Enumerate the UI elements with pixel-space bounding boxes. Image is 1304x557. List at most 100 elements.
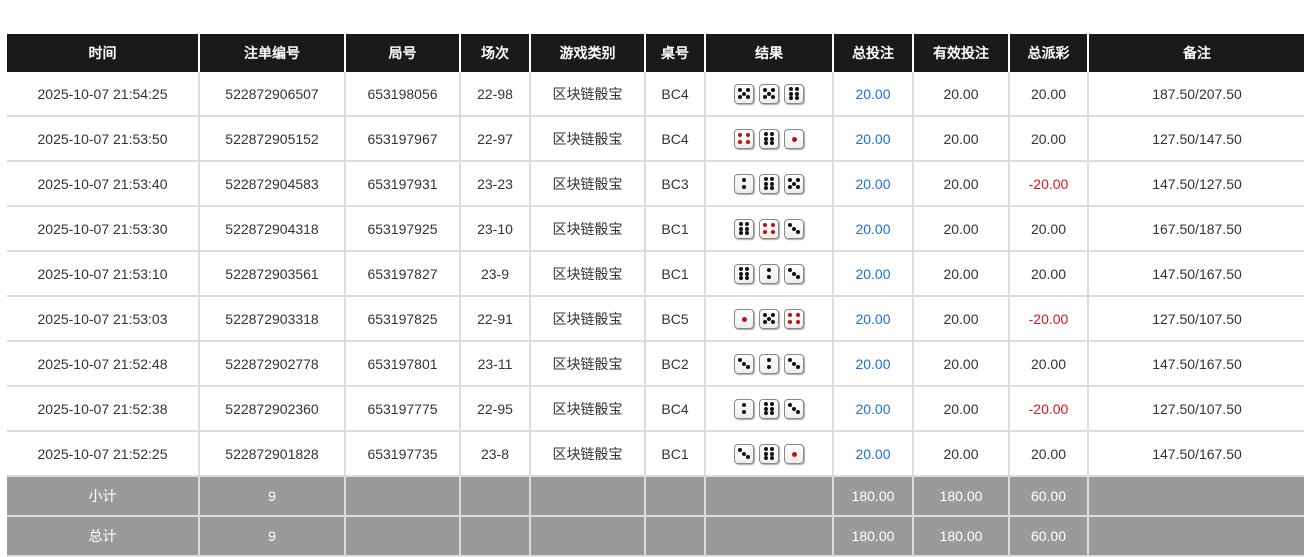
- bet-id-cell: 522872905152: [199, 116, 346, 162]
- empty-cell: [705, 516, 834, 557]
- valid-bet-cell: 20.00: [913, 431, 1010, 477]
- bet-id-cell: 522872903318: [199, 296, 346, 342]
- table-row[interactable]: 2025-10-07 21:52:25 522872901828 653197735…: [7, 431, 1304, 477]
- valid-bet-cell: 20.00: [913, 206, 1010, 252]
- dice-4-icon: [759, 218, 779, 239]
- result-cell: [705, 341, 834, 387]
- empty-cell: [530, 516, 646, 557]
- session-cell: 22-91: [460, 296, 531, 342]
- round-cell: 653198056: [345, 72, 461, 117]
- dice-3-icon: [784, 263, 804, 284]
- session-cell: 23-23: [460, 161, 531, 207]
- empty-cell: [645, 516, 706, 557]
- summary-valid-bet: 180.00: [913, 516, 1010, 557]
- table-row[interactable]: 2025-10-07 21:53:03 522872903318 653197825…: [7, 296, 1304, 342]
- dice-result: [734, 128, 804, 149]
- valid-bet-cell: 20.00: [913, 161, 1010, 207]
- remark-cell: 187.50/207.50: [1088, 72, 1304, 117]
- game-type-cell: 区块链骰宝: [530, 386, 646, 432]
- table-no-cell: BC2: [645, 341, 706, 387]
- result-cell: [705, 296, 834, 342]
- dice-1-icon: [784, 443, 804, 464]
- dice-3-icon: [784, 218, 804, 239]
- dice-3-icon: [784, 353, 804, 374]
- total-bet-cell: 20.00: [833, 206, 914, 252]
- bet-id-cell: 522872901828: [199, 431, 346, 477]
- total-bet-cell: 20.00: [833, 296, 914, 342]
- game-type-cell: 区块链骰宝: [530, 296, 646, 342]
- dice-1-icon: [734, 308, 754, 329]
- table-row[interactable]: 2025-10-07 21:53:10 522872903561 653197827…: [7, 251, 1304, 297]
- remark-cell: 147.50/167.50: [1088, 431, 1304, 477]
- payout-cell: -20.00: [1009, 386, 1089, 432]
- dice-3-icon: [784, 398, 804, 419]
- table-row[interactable]: 2025-10-07 21:52:48 522872902778 653197801…: [7, 341, 1304, 387]
- table-row[interactable]: 2025-10-07 21:54:25 522872906507 653198056…: [7, 72, 1304, 117]
- session-cell: 22-95: [460, 386, 531, 432]
- dice-1-icon: [784, 128, 804, 149]
- valid-bet-cell: 20.00: [913, 116, 1010, 162]
- time-cell: 2025-10-07 21:53:10: [7, 251, 200, 297]
- total-bet-cell: 20.00: [833, 161, 914, 207]
- round-cell: 653197735: [345, 431, 461, 477]
- total-bet-cell: 20.00: [833, 341, 914, 387]
- dice-result: [734, 83, 804, 104]
- empty-cell: [345, 516, 461, 557]
- time-cell: 2025-10-07 21:54:25: [7, 72, 200, 117]
- time-cell: 2025-10-07 21:53:30: [7, 206, 200, 252]
- table-row[interactable]: 2025-10-07 21:52:38 522872902360 653197775…: [7, 386, 1304, 432]
- table-no-cell: BC1: [645, 251, 706, 297]
- payout-cell: 20.00: [1009, 72, 1089, 117]
- summary-valid-bet: 180.00: [913, 476, 1010, 517]
- game-type-cell: 区块链骰宝: [530, 161, 646, 207]
- remark-cell: 167.50/187.50: [1088, 206, 1304, 252]
- header-game-type: 游戏类别: [530, 34, 646, 72]
- table-no-cell: BC4: [645, 72, 706, 117]
- round-cell: 653197827: [345, 251, 461, 297]
- header-table-no: 桌号: [645, 34, 706, 72]
- payout-cell: 20.00: [1009, 431, 1089, 477]
- summary-payout: 60.00: [1009, 516, 1089, 557]
- valid-bet-cell: 20.00: [913, 251, 1010, 297]
- dice-5-icon: [734, 83, 754, 104]
- dice-result: [734, 353, 804, 374]
- dice-3-icon: [734, 443, 754, 464]
- result-cell: [705, 72, 834, 117]
- round-cell: 653197801: [345, 341, 461, 387]
- total-row: 总计 9 180.00 180.00 60.00: [7, 516, 1304, 557]
- bet-id-cell: 522872904318: [199, 206, 346, 252]
- table-no-cell: BC5: [645, 296, 706, 342]
- time-cell: 2025-10-07 21:52:25: [7, 431, 200, 477]
- empty-cell: [460, 516, 531, 557]
- round-cell: 653197825: [345, 296, 461, 342]
- empty-cell: [530, 476, 646, 517]
- dice-4-icon: [784, 308, 804, 329]
- dice-6-icon: [759, 173, 779, 194]
- result-cell: [705, 431, 834, 477]
- time-cell: 2025-10-07 21:53:03: [7, 296, 200, 342]
- payout-cell: 20.00: [1009, 206, 1089, 252]
- result-cell: [705, 161, 834, 207]
- remark-cell: 147.50/167.50: [1088, 251, 1304, 297]
- bet-id-cell: 522872906507: [199, 72, 346, 117]
- summary-label: 总计: [7, 516, 200, 557]
- table-no-cell: BC4: [645, 386, 706, 432]
- subtotal-row: 小计 9 180.00 180.00 60.00: [7, 476, 1304, 517]
- dice-result: [734, 443, 804, 464]
- table-no-cell: BC1: [645, 431, 706, 477]
- empty-cell: [460, 476, 531, 517]
- dice-6-icon: [759, 443, 779, 464]
- table-row[interactable]: 2025-10-07 21:53:30 522872904318 653197925…: [7, 206, 1304, 252]
- header-round: 局号: [345, 34, 461, 72]
- header-session: 场次: [460, 34, 531, 72]
- game-type-cell: 区块链骰宝: [530, 72, 646, 117]
- table-row[interactable]: 2025-10-07 21:53:50 522872905152 653197967…: [7, 116, 1304, 162]
- summary-label: 小计: [7, 476, 200, 517]
- dice-5-icon: [784, 173, 804, 194]
- table-row[interactable]: 2025-10-07 21:53:40 522872904583 653197931…: [7, 161, 1304, 207]
- round-cell: 653197775: [345, 386, 461, 432]
- time-cell: 2025-10-07 21:52:38: [7, 386, 200, 432]
- round-cell: 653197925: [345, 206, 461, 252]
- session-cell: 23-9: [460, 251, 531, 297]
- header-bet-id: 注单编号: [199, 34, 346, 72]
